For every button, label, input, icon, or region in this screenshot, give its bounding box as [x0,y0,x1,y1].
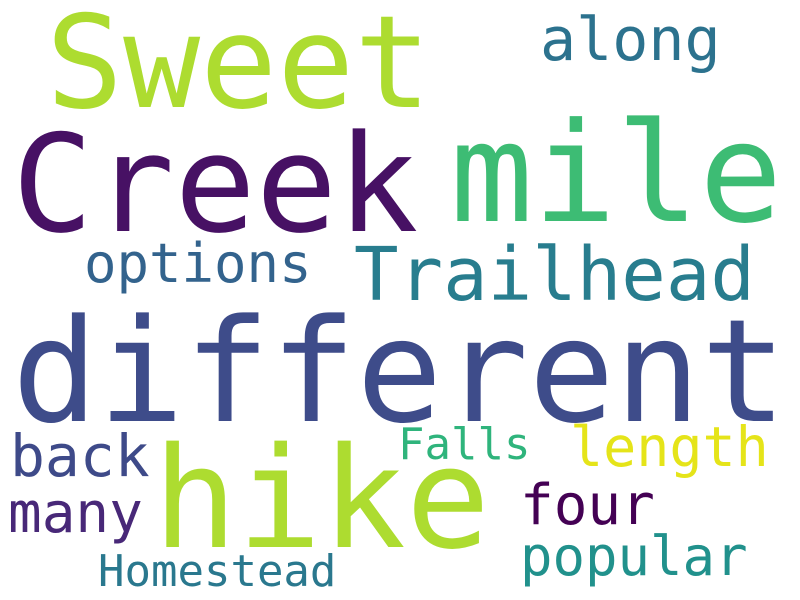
word-sweet: Sweet [46,0,432,138]
word-options: options [84,232,312,295]
word-creek: Creek [12,106,419,263]
word-length: length [570,415,769,479]
word-back: back [10,422,150,490]
word-different: different [12,288,787,455]
word-four: four [520,473,655,538]
word-hike: hike [153,418,491,581]
word-along: along [540,5,721,75]
word-popular: popular [520,525,748,588]
word-falls: Falls [398,419,531,470]
word-trailhead: Trailhead [354,232,755,318]
word-mile: mile [450,93,783,254]
word-homestead: Homestead [98,546,337,597]
word-many: many [8,481,143,546]
